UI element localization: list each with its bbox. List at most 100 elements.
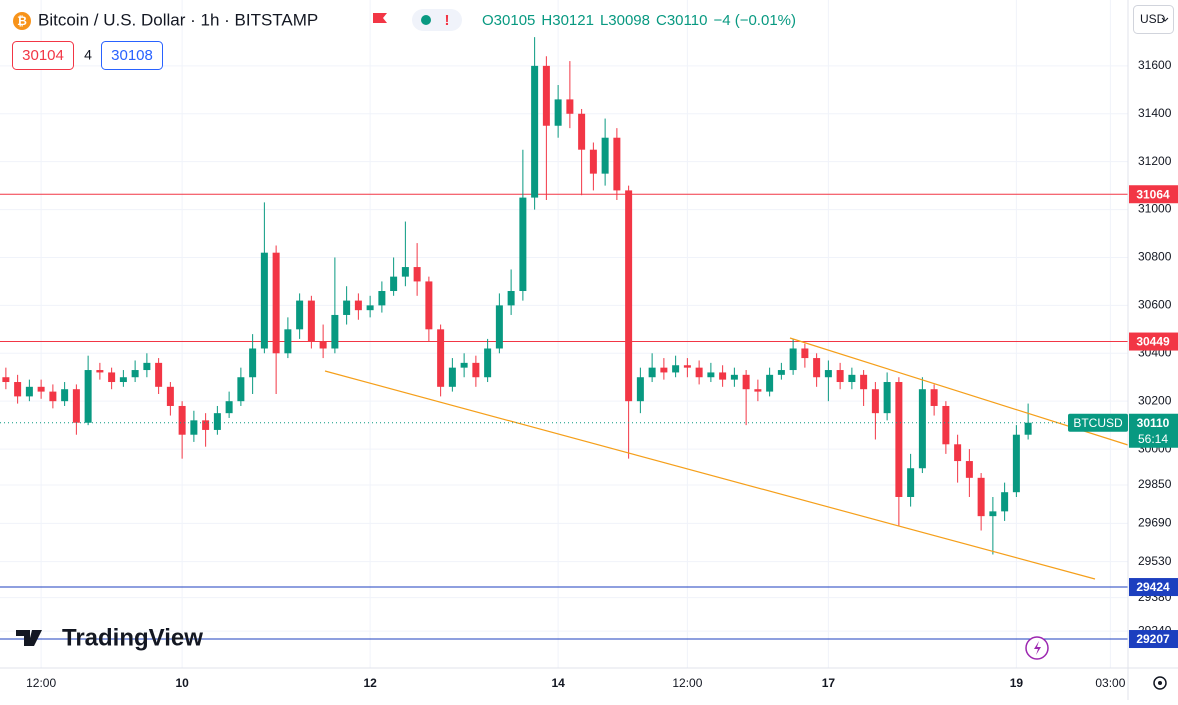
grid xyxy=(0,0,1128,668)
x-tick-label: 12:00 xyxy=(26,676,56,690)
candle-body xyxy=(930,389,938,406)
symbol-label: BTCUSD xyxy=(1073,416,1123,430)
currency-button[interactable] xyxy=(1133,5,1174,34)
candle-body xyxy=(766,374,774,392)
candle-body xyxy=(860,374,868,390)
legend-value: H30121 xyxy=(541,12,594,29)
candle-body xyxy=(1024,422,1032,435)
logo-dot xyxy=(33,630,39,636)
candle-body xyxy=(601,137,609,174)
x-tick-label: 12:00 xyxy=(672,676,702,690)
y-tick-label: 29690 xyxy=(1138,516,1172,530)
candle-body xyxy=(284,329,292,354)
ask: 30108 xyxy=(111,47,153,64)
candle-body xyxy=(895,382,903,497)
candle-body xyxy=(472,362,480,378)
y-tick-label: 31000 xyxy=(1138,202,1172,216)
bid-box[interactable] xyxy=(12,41,74,70)
flag-icon[interactable] xyxy=(373,13,387,23)
candle-body xyxy=(354,300,362,311)
y-tick-label: 29850 xyxy=(1138,477,1172,491)
logo-text: TradingView xyxy=(62,624,203,651)
candle-body xyxy=(296,300,304,330)
candle-body xyxy=(260,252,268,349)
candle-body xyxy=(942,405,950,445)
y-tick-label: 30200 xyxy=(1138,393,1172,407)
candle-body xyxy=(237,377,245,402)
candle-body xyxy=(25,386,33,397)
candle-body xyxy=(636,377,644,402)
last-price-label: 30110 xyxy=(1137,416,1170,430)
candle-body xyxy=(14,382,22,397)
candle-body xyxy=(307,300,315,342)
ask-box[interactable] xyxy=(101,41,163,70)
y-tick-label: 31400 xyxy=(1138,106,1172,120)
candle-body xyxy=(754,389,762,392)
countdown: 56:14 xyxy=(1138,432,1168,446)
settings-icon[interactable] xyxy=(1153,676,1167,690)
x-tick-label: 10 xyxy=(175,676,189,690)
candle-body xyxy=(660,367,668,373)
bid: 30104 xyxy=(22,47,64,64)
candle-body xyxy=(108,372,116,383)
candle-body xyxy=(425,281,433,330)
status-alert: ! xyxy=(445,12,450,29)
candle-body xyxy=(72,389,80,423)
candle-body xyxy=(366,305,374,311)
candle-body xyxy=(448,367,456,387)
candle-body xyxy=(554,99,562,126)
trend-line-lower xyxy=(324,370,1096,580)
candle-body xyxy=(413,267,421,282)
y-tick-label: 29530 xyxy=(1138,554,1172,568)
candle-body xyxy=(824,370,832,378)
level-label-box xyxy=(1129,578,1178,597)
candle-body xyxy=(578,113,586,150)
candle-body xyxy=(37,386,45,392)
candle-body xyxy=(871,389,879,414)
candle-body xyxy=(178,405,186,435)
candle-body xyxy=(343,300,351,315)
candle-body xyxy=(672,365,680,373)
events-bolt xyxy=(1034,641,1041,655)
level-label-box xyxy=(1129,332,1178,351)
y-tick-label: 31200 xyxy=(1138,154,1172,168)
candle-body xyxy=(96,370,104,373)
candle-body xyxy=(531,65,539,198)
legend-value: C30110 xyxy=(656,12,707,29)
candle-body xyxy=(49,391,57,402)
symbol-title: Bitcoin / U.S. Dollar · 1h · BITSTAMP xyxy=(38,10,318,29)
candle-body xyxy=(495,305,503,349)
candle-body xyxy=(119,377,127,383)
candle-body xyxy=(378,291,386,306)
candle-body xyxy=(1001,492,1009,512)
ohlc-legend: O30105 H30121 L30098 C30110 −4 (−0.01%) xyxy=(482,12,796,29)
bitcoin-icon-glyph: ₿ xyxy=(17,14,27,28)
status-dot xyxy=(421,15,431,25)
candle-body xyxy=(625,190,633,402)
level-label-box xyxy=(1129,630,1178,649)
x-tick-label: 03:00 xyxy=(1095,676,1125,690)
candle-body xyxy=(683,365,691,368)
candles xyxy=(2,37,1032,555)
candle-body xyxy=(965,461,973,478)
bitcoin-icon xyxy=(13,12,31,30)
x-tick-label: 17 xyxy=(822,676,836,690)
time-axis: 12:00 10 12 14 12:00 17 19 03:00 xyxy=(26,676,1126,690)
candle-body xyxy=(648,367,656,378)
candle-body xyxy=(836,370,844,383)
y-tick-label: 30600 xyxy=(1138,298,1172,312)
candle-body xyxy=(84,370,92,423)
currency: USD xyxy=(1140,12,1166,26)
candle-body xyxy=(131,370,139,378)
candle-body xyxy=(390,276,398,292)
candle-body xyxy=(190,420,198,435)
overlays: 31064 30449 29424 29207 BTCUSD 30110 56:14 xyxy=(0,185,1178,649)
level-label: 29207 xyxy=(1136,632,1170,646)
candle-body xyxy=(143,362,151,371)
candle-body xyxy=(460,362,468,368)
y-tick-label: 31600 xyxy=(1138,58,1172,72)
candle-body xyxy=(719,372,727,380)
candle-body xyxy=(695,367,703,378)
